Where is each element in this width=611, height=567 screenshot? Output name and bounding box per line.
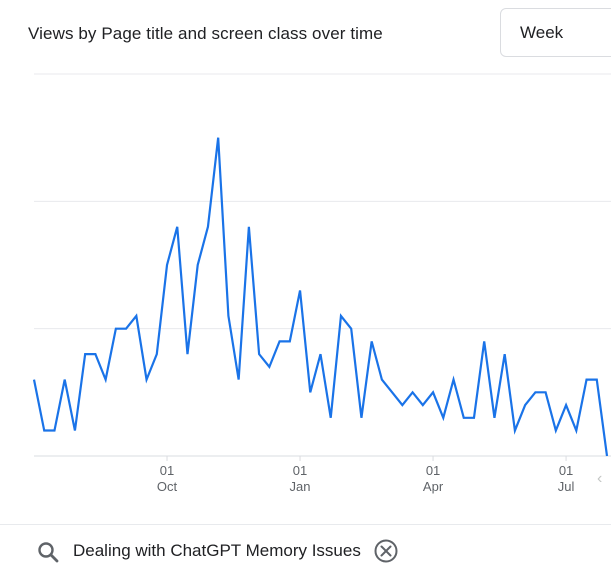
x-tick-label-month: Jan bbox=[290, 479, 311, 494]
data-point bbox=[156, 353, 158, 355]
data-point bbox=[555, 430, 557, 432]
data-point bbox=[606, 455, 608, 457]
data-point bbox=[125, 328, 127, 330]
search-icon bbox=[38, 542, 59, 563]
data-point bbox=[33, 379, 35, 381]
data-point bbox=[565, 404, 567, 406]
chevron-left-icon[interactable]: ‹ bbox=[597, 470, 603, 487]
data-point bbox=[340, 315, 342, 317]
data-point bbox=[217, 137, 219, 139]
x-tick-label-day: 01 bbox=[559, 463, 573, 478]
data-point bbox=[514, 430, 516, 432]
data-point bbox=[432, 391, 434, 393]
x-tick-label-day: 01 bbox=[426, 463, 440, 478]
data-point bbox=[258, 353, 260, 355]
data-point bbox=[74, 430, 76, 432]
data-point bbox=[176, 226, 178, 228]
chart-title: Views by Page title and screen class ove… bbox=[28, 24, 383, 43]
data-point bbox=[289, 340, 291, 342]
data-point bbox=[534, 391, 536, 393]
data-point bbox=[84, 353, 86, 355]
data-point bbox=[442, 417, 444, 419]
data-point bbox=[350, 328, 352, 330]
data-point bbox=[53, 430, 55, 432]
data-point bbox=[371, 340, 373, 342]
data-point bbox=[197, 264, 199, 266]
data-point bbox=[483, 340, 485, 342]
chart-grid bbox=[34, 73, 611, 457]
data-point bbox=[381, 379, 383, 381]
filter-value: Dealing with ChatGPT Memory Issues bbox=[73, 541, 361, 560]
data-point bbox=[596, 379, 598, 381]
data-point bbox=[575, 430, 577, 432]
data-point bbox=[545, 391, 547, 393]
chart-series bbox=[32, 137, 609, 457]
data-point bbox=[135, 315, 137, 317]
data-point bbox=[320, 353, 322, 355]
data-point bbox=[299, 289, 301, 291]
data-point bbox=[238, 379, 240, 381]
x-tick-label-month: Jul bbox=[558, 479, 575, 494]
data-point bbox=[412, 391, 414, 393]
data-point bbox=[43, 430, 45, 432]
data-point bbox=[186, 353, 188, 355]
dimension-filter: Dealing with ChatGPT Memory Issues bbox=[0, 524, 611, 567]
data-point bbox=[473, 417, 475, 419]
data-point bbox=[279, 340, 281, 342]
x-tick-label-day: 01 bbox=[160, 463, 174, 478]
data-point bbox=[360, 417, 362, 419]
data-point bbox=[504, 353, 506, 355]
data-point bbox=[64, 379, 66, 381]
data-point bbox=[309, 391, 311, 393]
data-point bbox=[115, 328, 117, 330]
x-tick-label-day: 01 bbox=[293, 463, 307, 478]
close-circle-icon[interactable] bbox=[373, 538, 399, 564]
data-point bbox=[463, 417, 465, 419]
data-point bbox=[94, 353, 96, 355]
data-point bbox=[586, 379, 588, 381]
data-point bbox=[207, 226, 209, 228]
data-point bbox=[105, 379, 107, 381]
data-point bbox=[248, 226, 250, 228]
line-chart: 01 Oct 01 Jan 01 Apr 01 Jul ‹ bbox=[32, 73, 611, 494]
data-point bbox=[166, 264, 168, 266]
series-line bbox=[32, 137, 609, 457]
data-point bbox=[391, 391, 393, 393]
x-tick-label-month: Apr bbox=[423, 479, 444, 494]
data-point bbox=[524, 404, 526, 406]
data-point bbox=[401, 404, 403, 406]
data-point bbox=[453, 379, 455, 381]
data-point bbox=[493, 417, 495, 419]
data-point bbox=[268, 366, 270, 368]
data-point bbox=[330, 417, 332, 419]
x-tick-label-month: Oct bbox=[157, 479, 178, 494]
data-point bbox=[227, 315, 229, 317]
data-point bbox=[422, 404, 424, 406]
data-point bbox=[146, 379, 148, 381]
period-dropdown[interactable]: Week bbox=[500, 8, 611, 57]
